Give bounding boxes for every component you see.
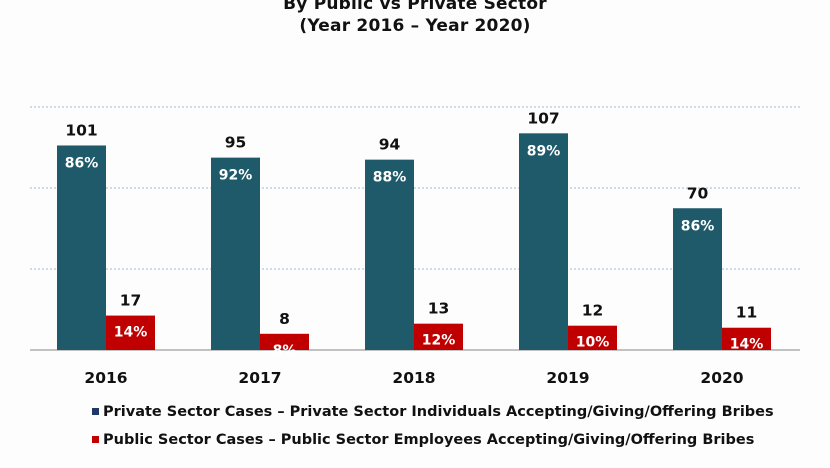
bar-public-2019	[568, 325, 617, 350]
legend-swatch-public	[92, 435, 99, 443]
percent-label-public-2016: 14%	[114, 325, 148, 341]
bar-private-2020	[673, 208, 722, 350]
percent-label-public-2019: 10%	[576, 335, 610, 351]
value-label-private-2016: 101	[65, 121, 97, 139]
legend-swatch-private	[92, 407, 99, 415]
bar-private-2016	[57, 145, 106, 350]
chart-title: By Public vs Private Sector	[283, 0, 547, 14]
bar-private-2019	[519, 133, 568, 350]
x-tick-label-2018: 2018	[392, 369, 435, 387]
value-label-private-2019: 107	[527, 109, 559, 127]
bar-public-2018	[414, 323, 463, 350]
bar-private-2018	[365, 159, 414, 350]
x-tick-label-2020: 2020	[700, 369, 743, 387]
bar-public-2020	[722, 327, 771, 350]
percent-label-private-2016: 86%	[65, 155, 99, 171]
value-label-public-2016: 17	[120, 292, 142, 310]
legend-label-public: Public Sector Cases – Public Sector Empl…	[103, 432, 755, 448]
value-label-private-2020: 70	[687, 184, 709, 202]
percent-label-private-2017: 92%	[219, 168, 253, 184]
value-label-private-2018: 94	[379, 136, 401, 154]
percent-label-private-2019: 89%	[527, 143, 561, 159]
percent-label-public-2017: 8%	[273, 343, 297, 359]
value-label-private-2017: 95	[225, 134, 247, 152]
percent-label-private-2018: 88%	[373, 170, 407, 186]
value-label-public-2017: 8	[279, 310, 290, 328]
percent-label-public-2018: 12%	[422, 333, 456, 349]
bar-public-2016	[106, 315, 155, 350]
bar-private-2017	[211, 157, 260, 350]
value-label-public-2018: 13	[428, 300, 450, 318]
legend-label-private: Private Sector Cases – Private Sector In…	[103, 404, 774, 420]
percent-label-private-2020: 86%	[681, 218, 715, 234]
x-tick-label-2019: 2019	[546, 369, 589, 387]
value-label-public-2020: 11	[736, 304, 758, 322]
bar-chart: 10186%1714%20169592%88%20179488%1312%201…	[30, 106, 800, 387]
x-tick-label-2016: 2016	[84, 369, 127, 387]
value-label-public-2019: 12	[582, 302, 604, 320]
bar-public-2017	[260, 333, 309, 350]
x-tick-label-2017: 2017	[238, 369, 281, 387]
legend-item-public: Public Sector Cases – Public Sector Empl…	[92, 432, 754, 448]
percent-label-public-2020: 14%	[730, 337, 764, 353]
legend-item-private: Private Sector Cases – Private Sector In…	[92, 404, 774, 420]
chart-subtitle: (Year 2016 – Year 2020)	[299, 16, 531, 36]
